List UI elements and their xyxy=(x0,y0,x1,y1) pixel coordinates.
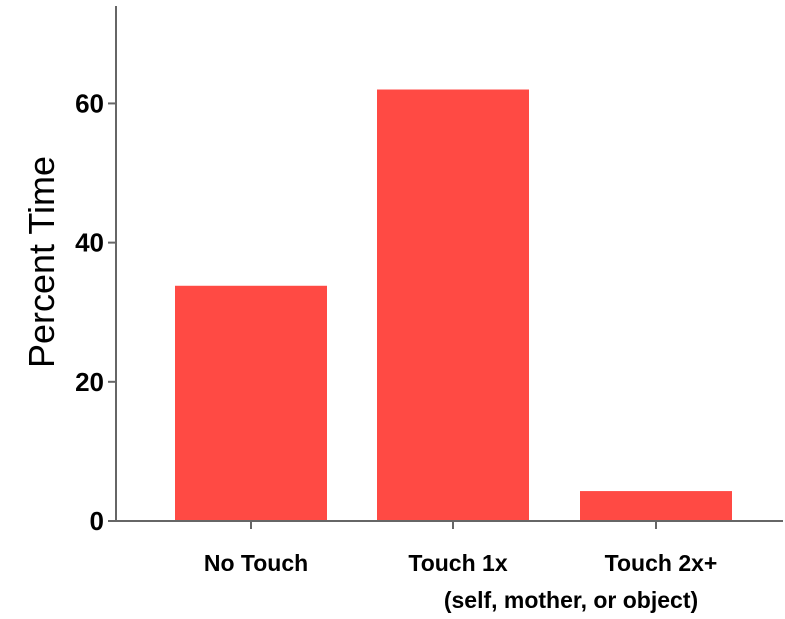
y-tick-label-60: 60 xyxy=(75,88,104,118)
bar-touch-1x xyxy=(377,89,529,521)
y-tick-label-20: 20 xyxy=(75,367,104,397)
x-axis-title: (self, mother, or object) xyxy=(444,587,698,613)
x-ticks-layer: No Touch Touch 1x Touch 2x+ xyxy=(204,521,718,576)
y-axis-title: Percent Time xyxy=(21,156,62,368)
axis-layer xyxy=(115,6,783,522)
x-tick-label-no-touch: No Touch xyxy=(204,550,308,576)
bar-touch-2x xyxy=(580,491,732,521)
bars-layer xyxy=(175,89,732,521)
x-tick-label-touch-1x: Touch 1x xyxy=(408,550,507,576)
bar-no-touch xyxy=(175,285,327,521)
x-tick-label-touch-2x: Touch 2x+ xyxy=(605,550,718,576)
y-ticks-layer: 0 20 40 60 xyxy=(75,88,116,536)
y-tick-label-40: 40 xyxy=(75,228,104,258)
y-tick-label-0: 0 xyxy=(90,506,104,536)
